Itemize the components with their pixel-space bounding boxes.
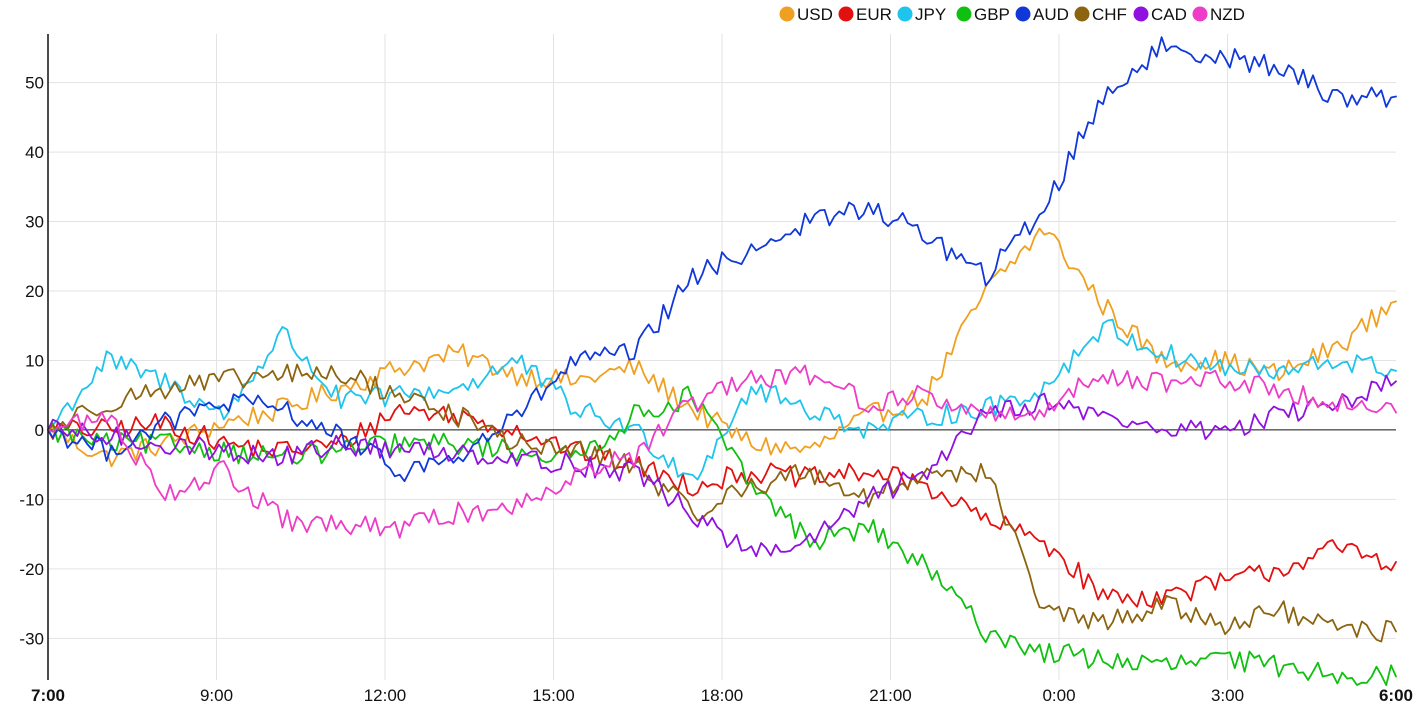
y-tick-label: 40	[25, 143, 44, 162]
series-line-cad	[47, 374, 1397, 558]
legend-label-cad[interactable]: CAD	[1151, 5, 1187, 24]
legend-label-jpy[interactable]: JPY	[915, 5, 946, 24]
series-line-chf	[47, 363, 1397, 643]
series-line-usd	[47, 227, 1397, 468]
y-tick-label: -20	[19, 560, 44, 579]
series-line-eur	[47, 403, 1397, 608]
legend-label-eur[interactable]: EUR	[856, 5, 892, 24]
x-tick-label: 12:00	[364, 686, 407, 705]
legend-label-nzd[interactable]: NZD	[1210, 5, 1245, 24]
series-line-gbp	[47, 385, 1397, 686]
x-tick-label: 7:00	[31, 686, 65, 705]
legend-swatch-eur	[838, 6, 854, 22]
series-line-nzd	[47, 364, 1397, 539]
grid-lines	[48, 34, 1396, 680]
x-tick-label: 6:00	[1379, 686, 1413, 705]
legend-label-gbp[interactable]: GBP	[974, 5, 1010, 24]
y-tick-label: 30	[25, 213, 44, 232]
x-tick-label: 9:00	[200, 686, 233, 705]
y-tick-label: 10	[25, 351, 44, 370]
legend-label-chf[interactable]: CHF	[1092, 5, 1127, 24]
series-lines	[47, 36, 1397, 686]
legend-swatch-usd	[779, 6, 795, 22]
legend-label-aud[interactable]: AUD	[1033, 5, 1069, 24]
legend-swatch-aud	[1015, 6, 1031, 22]
legend-swatch-jpy	[897, 6, 913, 22]
legend-swatch-nzd	[1192, 6, 1208, 22]
legend-swatch-cad	[1133, 6, 1149, 22]
legend: USD EUR JPY GBP AUD CHF CAD NZD	[779, 5, 1245, 24]
x-tick-label: 18:00	[701, 686, 744, 705]
x-axis-tick-labels: 7:00 9:00 12:00 15:00 18:00 21:00 0:00 3:00 6:00	[31, 686, 1413, 705]
legend-swatch-chf	[1074, 6, 1090, 22]
legend-label-usd[interactable]: USD	[797, 5, 833, 24]
series-line-aud	[47, 36, 1397, 483]
y-axis-tick-labels: -30 -20 -10 0 10 20 30 40 50	[19, 74, 44, 649]
y-tick-label: 20	[25, 282, 44, 301]
y-tick-label: 50	[25, 74, 44, 93]
x-tick-label: 15:00	[532, 686, 575, 705]
legend-swatch-gbp	[956, 6, 972, 22]
y-tick-label: 0	[35, 421, 44, 440]
x-tick-label: 3:00	[1211, 686, 1244, 705]
y-tick-label: -30	[19, 629, 44, 648]
x-tick-label: 0:00	[1042, 686, 1075, 705]
y-tick-label: -10	[19, 490, 44, 509]
x-tick-label: 21:00	[869, 686, 912, 705]
